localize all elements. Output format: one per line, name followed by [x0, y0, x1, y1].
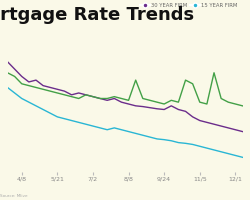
Legend: 30 YEAR FIRM, 15 YEAR FIRM: 30 YEAR FIRM, 15 YEAR FIRM	[138, 1, 240, 10]
Text: Mortgage Rate Trends: Mortgage Rate Trends	[0, 6, 194, 24]
Text: Source: Mlive: Source: Mlive	[0, 194, 28, 198]
